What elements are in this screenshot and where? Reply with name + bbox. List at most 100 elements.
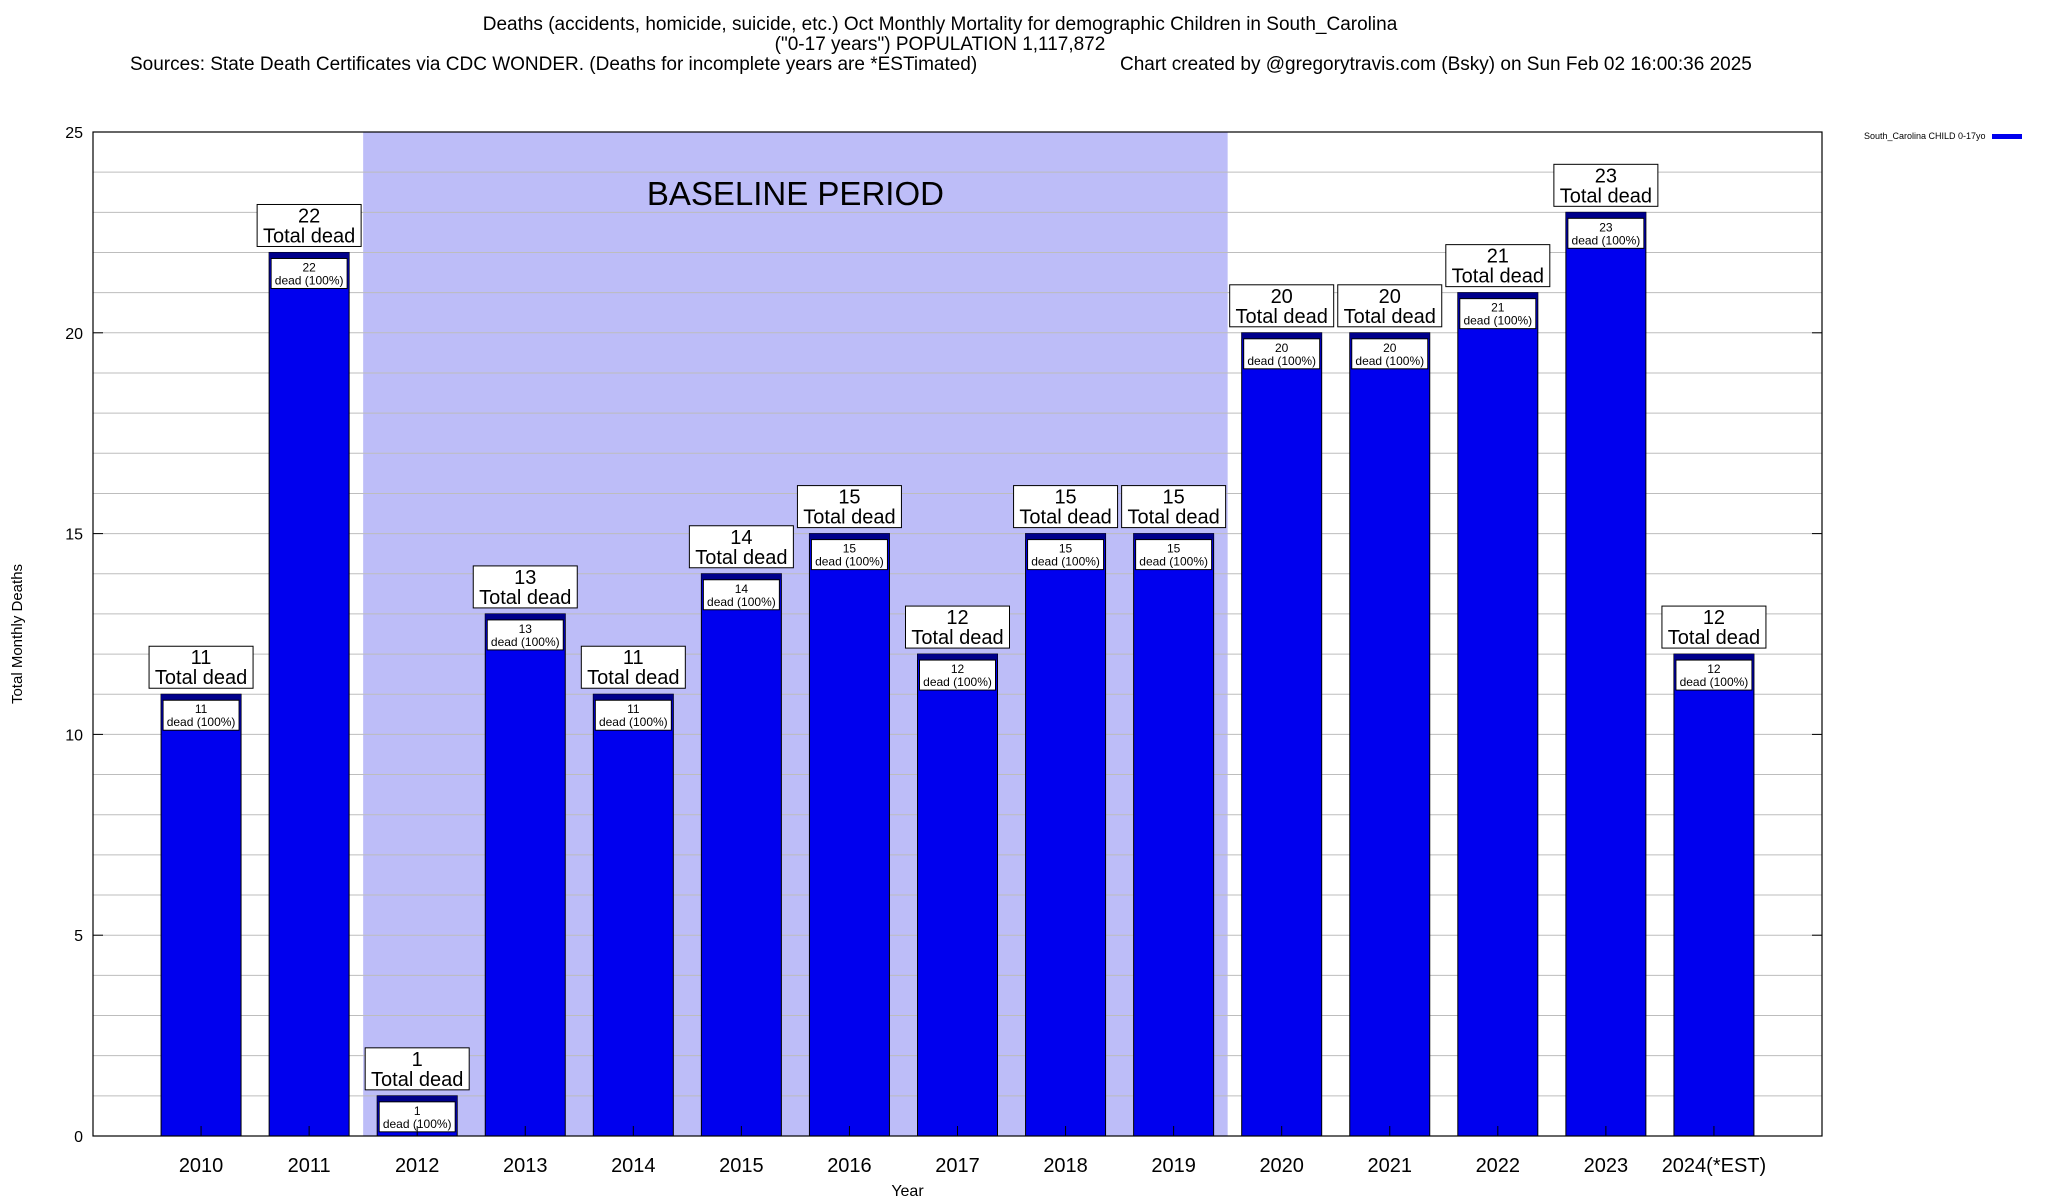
bar: [160, 693, 242, 1137]
total-value-label: 13: [514, 567, 536, 589]
segment-value-label: 23: [1599, 220, 1613, 234]
segment-label-box: [1243, 338, 1321, 370]
segment-percent-label: dead (100%): [383, 1117, 452, 1131]
total-value-label: 1: [412, 1049, 423, 1071]
total-value-label: 12: [946, 607, 968, 629]
bar: [917, 653, 998, 1137]
total-label-box: [364, 1047, 470, 1091]
segment-percent-label: dead (100%): [1031, 555, 1100, 569]
bar-cap: [1673, 654, 1754, 661]
bar-cap: [809, 533, 890, 540]
segment-value-label: 12: [1707, 662, 1721, 676]
sources-note: Sources: State Death Certificates via CD…: [130, 54, 978, 75]
total-value-label: 22: [298, 205, 320, 227]
bar: [592, 693, 674, 1137]
segment-label-box: [702, 579, 780, 611]
bar-cap: [161, 694, 242, 701]
total-label-box: [1553, 163, 1659, 207]
total-value-label: 15: [1054, 487, 1076, 509]
total-text-label: Total dead: [1560, 185, 1652, 207]
segment-percent-label: dead (100%): [923, 675, 992, 689]
bar-cap: [1133, 533, 1214, 540]
segment-value-label: 20: [1383, 341, 1397, 355]
bar: [808, 533, 890, 1137]
y-tick-label: 20: [65, 326, 83, 343]
segment-percent-label: dead (100%): [599, 715, 668, 729]
baseline-label: BASELINE PERIOD: [647, 175, 944, 212]
total-text-label: Total dead: [911, 627, 1003, 649]
total-label-box: [905, 605, 1010, 649]
segment-value-label: 15: [1167, 542, 1181, 556]
total-label-box: [1337, 284, 1443, 328]
segment-percent-label: dead (100%): [1463, 314, 1532, 328]
bar: [1241, 332, 1323, 1137]
segment-percent-label: dead (100%): [1139, 555, 1208, 569]
y-tick-label: 0: [74, 1129, 83, 1146]
x-tick-label: 2010: [179, 1155, 224, 1177]
x-tick-label: 2011: [288, 1155, 331, 1177]
bar-cap: [917, 654, 998, 661]
y-axis-label: Total Monthly Deaths: [9, 564, 26, 704]
bar-cap: [593, 694, 674, 701]
total-label-box: [1121, 485, 1227, 529]
segment-value-label: 22: [302, 260, 316, 274]
bar: [1025, 533, 1107, 1137]
total-value-label: 23: [1595, 165, 1617, 187]
bar: [1349, 332, 1431, 1137]
total-label-box: [796, 485, 902, 529]
total-label-box: [472, 565, 578, 609]
segment-label-box: [1567, 217, 1645, 249]
y-tick-label: 10: [65, 727, 83, 744]
total-text-label: Total dead: [1127, 507, 1219, 529]
total-value-label: 15: [838, 487, 860, 509]
total-label-box: [1013, 485, 1119, 529]
segment-value-label: 14: [735, 582, 749, 596]
x-tick-label: 2024(*EST): [1662, 1155, 1767, 1177]
total-text-label: Total dead: [1236, 306, 1328, 328]
total-label-box: [148, 645, 254, 689]
segment-percent-label: dead (100%): [1572, 233, 1641, 247]
segment-percent-label: dead (100%): [1355, 354, 1424, 368]
total-value-label: 15: [1163, 487, 1185, 509]
x-tick-label: 2012: [395, 1155, 440, 1177]
bar-cap: [1241, 332, 1322, 339]
total-label-box: [1445, 244, 1551, 288]
segment-value-label: 15: [843, 542, 857, 556]
total-text-label: Total dead: [803, 507, 895, 529]
bar: [1565, 211, 1647, 1137]
total-text-label: Total dead: [263, 225, 355, 247]
total-text-label: Total dead: [695, 547, 787, 569]
total-value-label: 14: [730, 527, 752, 549]
x-tick-label: 2016: [827, 1155, 872, 1177]
x-axis-label: Year: [891, 1183, 924, 1200]
segment-label-box: [1459, 298, 1537, 330]
segment-percent-label: dead (100%): [815, 555, 884, 569]
segment-percent-label: dead (100%): [275, 273, 344, 287]
segment-value-label: 11: [627, 702, 640, 716]
total-text-label: Total dead: [1019, 507, 1111, 529]
segment-label-box: [486, 619, 564, 651]
segment-value-label: 13: [519, 622, 533, 636]
chart-title: Deaths (accidents, homicide, suicide, et…: [482, 14, 1398, 35]
total-text-label: Total dead: [1668, 627, 1760, 649]
total-label-box: [1661, 605, 1767, 649]
segment-percent-label: dead (100%): [491, 635, 560, 649]
bar: [700, 573, 782, 1137]
bar-cap: [701, 573, 782, 580]
total-text-label: Total dead: [587, 667, 679, 689]
total-label-box: [688, 525, 794, 569]
segment-label-box: [162, 699, 240, 731]
bar: [1457, 292, 1539, 1137]
bar-cap: [485, 613, 566, 620]
plot-frame: [92, 131, 1823, 1137]
segment-label-box: [810, 539, 888, 571]
total-label-box: [580, 645, 686, 689]
total-label-box: [256, 203, 362, 247]
segment-value-label: 11: [195, 702, 208, 716]
total-value-label: 11: [191, 647, 212, 669]
segment-value-label: 20: [1275, 341, 1289, 355]
total-text-label: Total dead: [1344, 306, 1436, 328]
segment-label-box: [270, 257, 348, 289]
segment-percent-label: dead (100%): [1247, 354, 1316, 368]
total-value-label: 21: [1487, 246, 1509, 268]
